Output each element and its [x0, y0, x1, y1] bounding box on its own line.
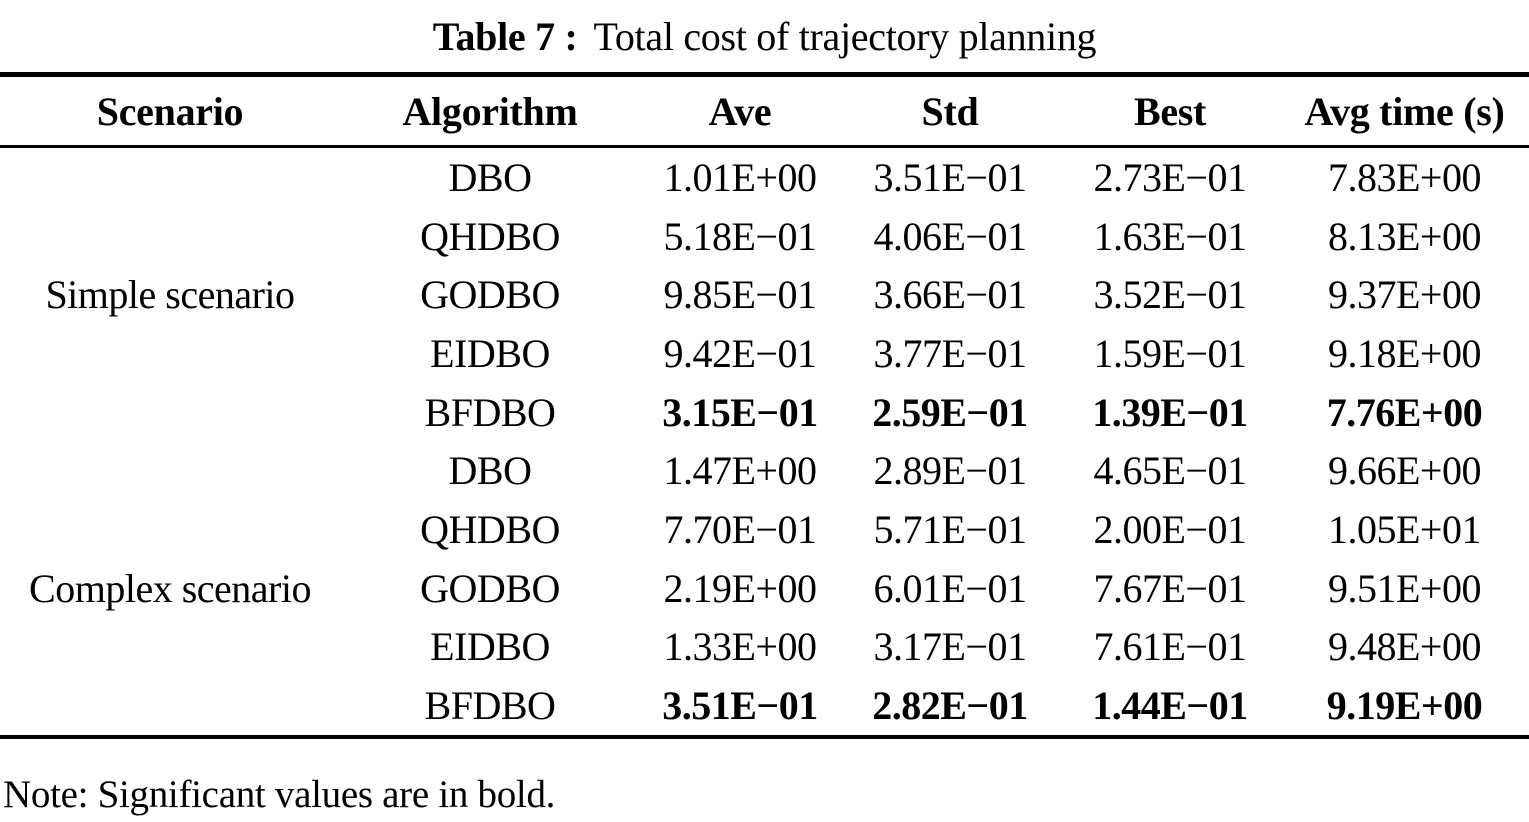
std-cell: 6.01E−01 — [873, 565, 1028, 611]
table-row: BFDBO 3.15E−01 2.59E−01 1.39E−01 7.76E+0… — [0, 383, 1529, 442]
ave-cell: 1.47E+00 — [663, 448, 818, 494]
best-cell: 1.44E−01 — [1092, 683, 1248, 729]
table-row: GODBO 2.19E+00 6.01E−01 7.67E−01 9.51E+0… — [0, 559, 1529, 618]
avg-time-cell: 9.66E+00 — [1328, 448, 1482, 494]
algorithm-cell: DBO — [448, 154, 532, 200]
std-cell: 3.66E−01 — [873, 272, 1028, 318]
best-cell: 3.52E−01 — [1093, 272, 1248, 318]
std-cell: 3.17E−01 — [873, 624, 1028, 670]
ave-cell: 3.15E−01 — [662, 389, 818, 435]
table-caption-text: Total cost of trajectory planning — [593, 13, 1097, 59]
col-header-std: Std — [840, 74, 1060, 148]
ave-cell: 9.85E−01 — [663, 272, 818, 318]
scenario-cell-complex: Complex scenario — [29, 565, 311, 611]
results-table: Scenario Algorithm Ave Std Best Avg time… — [0, 72, 1529, 739]
avg-time-cell: 8.13E+00 — [1328, 213, 1482, 259]
best-cell: 4.65E−01 — [1093, 448, 1248, 494]
avg-time-cell: 9.48E+00 — [1328, 624, 1482, 670]
best-cell: 1.63E−01 — [1093, 213, 1248, 259]
algorithm-cell: EIDBO — [430, 330, 550, 376]
best-cell: 2.73E−01 — [1093, 154, 1248, 200]
algorithm-cell: GODBO — [420, 272, 560, 318]
table-row: BFDBO 3.51E−01 2.82E−01 1.44E−01 9.19E+0… — [0, 676, 1529, 737]
ave-cell: 2.19E+00 — [663, 565, 818, 611]
table-row: EIDBO 1.33E+00 3.17E−01 7.61E−01 9.48E+0… — [0, 618, 1529, 677]
avg-time-cell: 7.83E+00 — [1328, 154, 1482, 200]
avg-time-cell: 9.18E+00 — [1328, 330, 1482, 376]
best-cell: 1.39E−01 — [1092, 389, 1248, 435]
std-cell: 4.06E−01 — [873, 213, 1028, 259]
table-row: Complex scenario DBO 1.47E+00 2.89E−01 4… — [0, 441, 1529, 610]
std-cell: 3.77E−01 — [873, 330, 1028, 376]
std-cell: 2.89E−01 — [873, 448, 1028, 494]
table-caption: Table 7 : Total cost of trajectory plann… — [0, 0, 1529, 72]
avg-time-cell: 9.51E+00 — [1328, 565, 1482, 611]
ave-cell: 1.01E+00 — [663, 154, 818, 200]
ave-cell: 3.51E−01 — [662, 683, 818, 729]
avg-time-cell: 9.19E+00 — [1326, 683, 1483, 729]
col-header-algorithm: Algorithm — [340, 74, 640, 148]
std-cell: 3.51E−01 — [873, 154, 1028, 200]
table-row: QHDBO 7.70E−01 5.71E−01 2.00E−01 1.05E+0… — [0, 500, 1529, 559]
best-cell: 2.00E−01 — [1093, 506, 1248, 552]
header-row: Scenario Algorithm Ave Std Best Avg time… — [0, 74, 1529, 148]
ave-cell: 9.42E−01 — [663, 330, 818, 376]
col-header-best: Best — [1060, 74, 1280, 148]
col-header-scenario: Scenario — [0, 74, 340, 148]
avg-time-cell: 9.37E+00 — [1328, 272, 1482, 318]
col-header-ave: Ave — [640, 74, 840, 148]
best-cell: 7.67E−01 — [1093, 565, 1248, 611]
ave-cell: 1.33E+00 — [663, 624, 818, 670]
algorithm-cell: EIDBO — [430, 624, 550, 670]
avg-time-cell: 7.76E+00 — [1326, 389, 1483, 435]
algorithm-cell: BFDBO — [424, 389, 556, 435]
avg-time-cell: 1.05E+01 — [1328, 506, 1482, 552]
algorithm-cell: QHDBO — [420, 213, 560, 259]
std-cell: 2.82E−01 — [872, 683, 1028, 729]
table-row: EIDBO 9.42E−01 3.77E−01 1.59E−01 9.18E+0… — [0, 324, 1529, 383]
col-header-avg-time: Avg time (s) — [1280, 74, 1529, 148]
std-cell: 2.59E−01 — [872, 389, 1028, 435]
best-cell: 1.59E−01 — [1093, 330, 1248, 376]
best-cell: 7.61E−01 — [1093, 624, 1248, 670]
std-cell: 5.71E−01 — [873, 506, 1028, 552]
table-row: QHDBO 5.18E−01 4.06E−01 1.63E−01 8.13E+0… — [0, 207, 1529, 266]
table-caption-label: Table 7 : — [432, 13, 578, 59]
algorithm-cell: DBO — [448, 448, 532, 494]
table-row: GODBO 9.85E−01 3.66E−01 3.52E−01 9.37E+0… — [0, 265, 1529, 324]
algorithm-cell: QHDBO — [420, 506, 560, 552]
table-note: Note: Significant values are in bold. — [3, 772, 556, 816]
algorithm-cell: GODBO — [420, 565, 560, 611]
ave-cell: 5.18E−01 — [663, 213, 818, 259]
algorithm-cell: BFDBO — [424, 683, 556, 729]
table-row: Simple scenario DBO 1.01E+00 3.51E−01 2.… — [0, 147, 1529, 317]
scenario-cell-simple: Simple scenario — [45, 272, 295, 318]
ave-cell: 7.70E−01 — [663, 506, 818, 552]
